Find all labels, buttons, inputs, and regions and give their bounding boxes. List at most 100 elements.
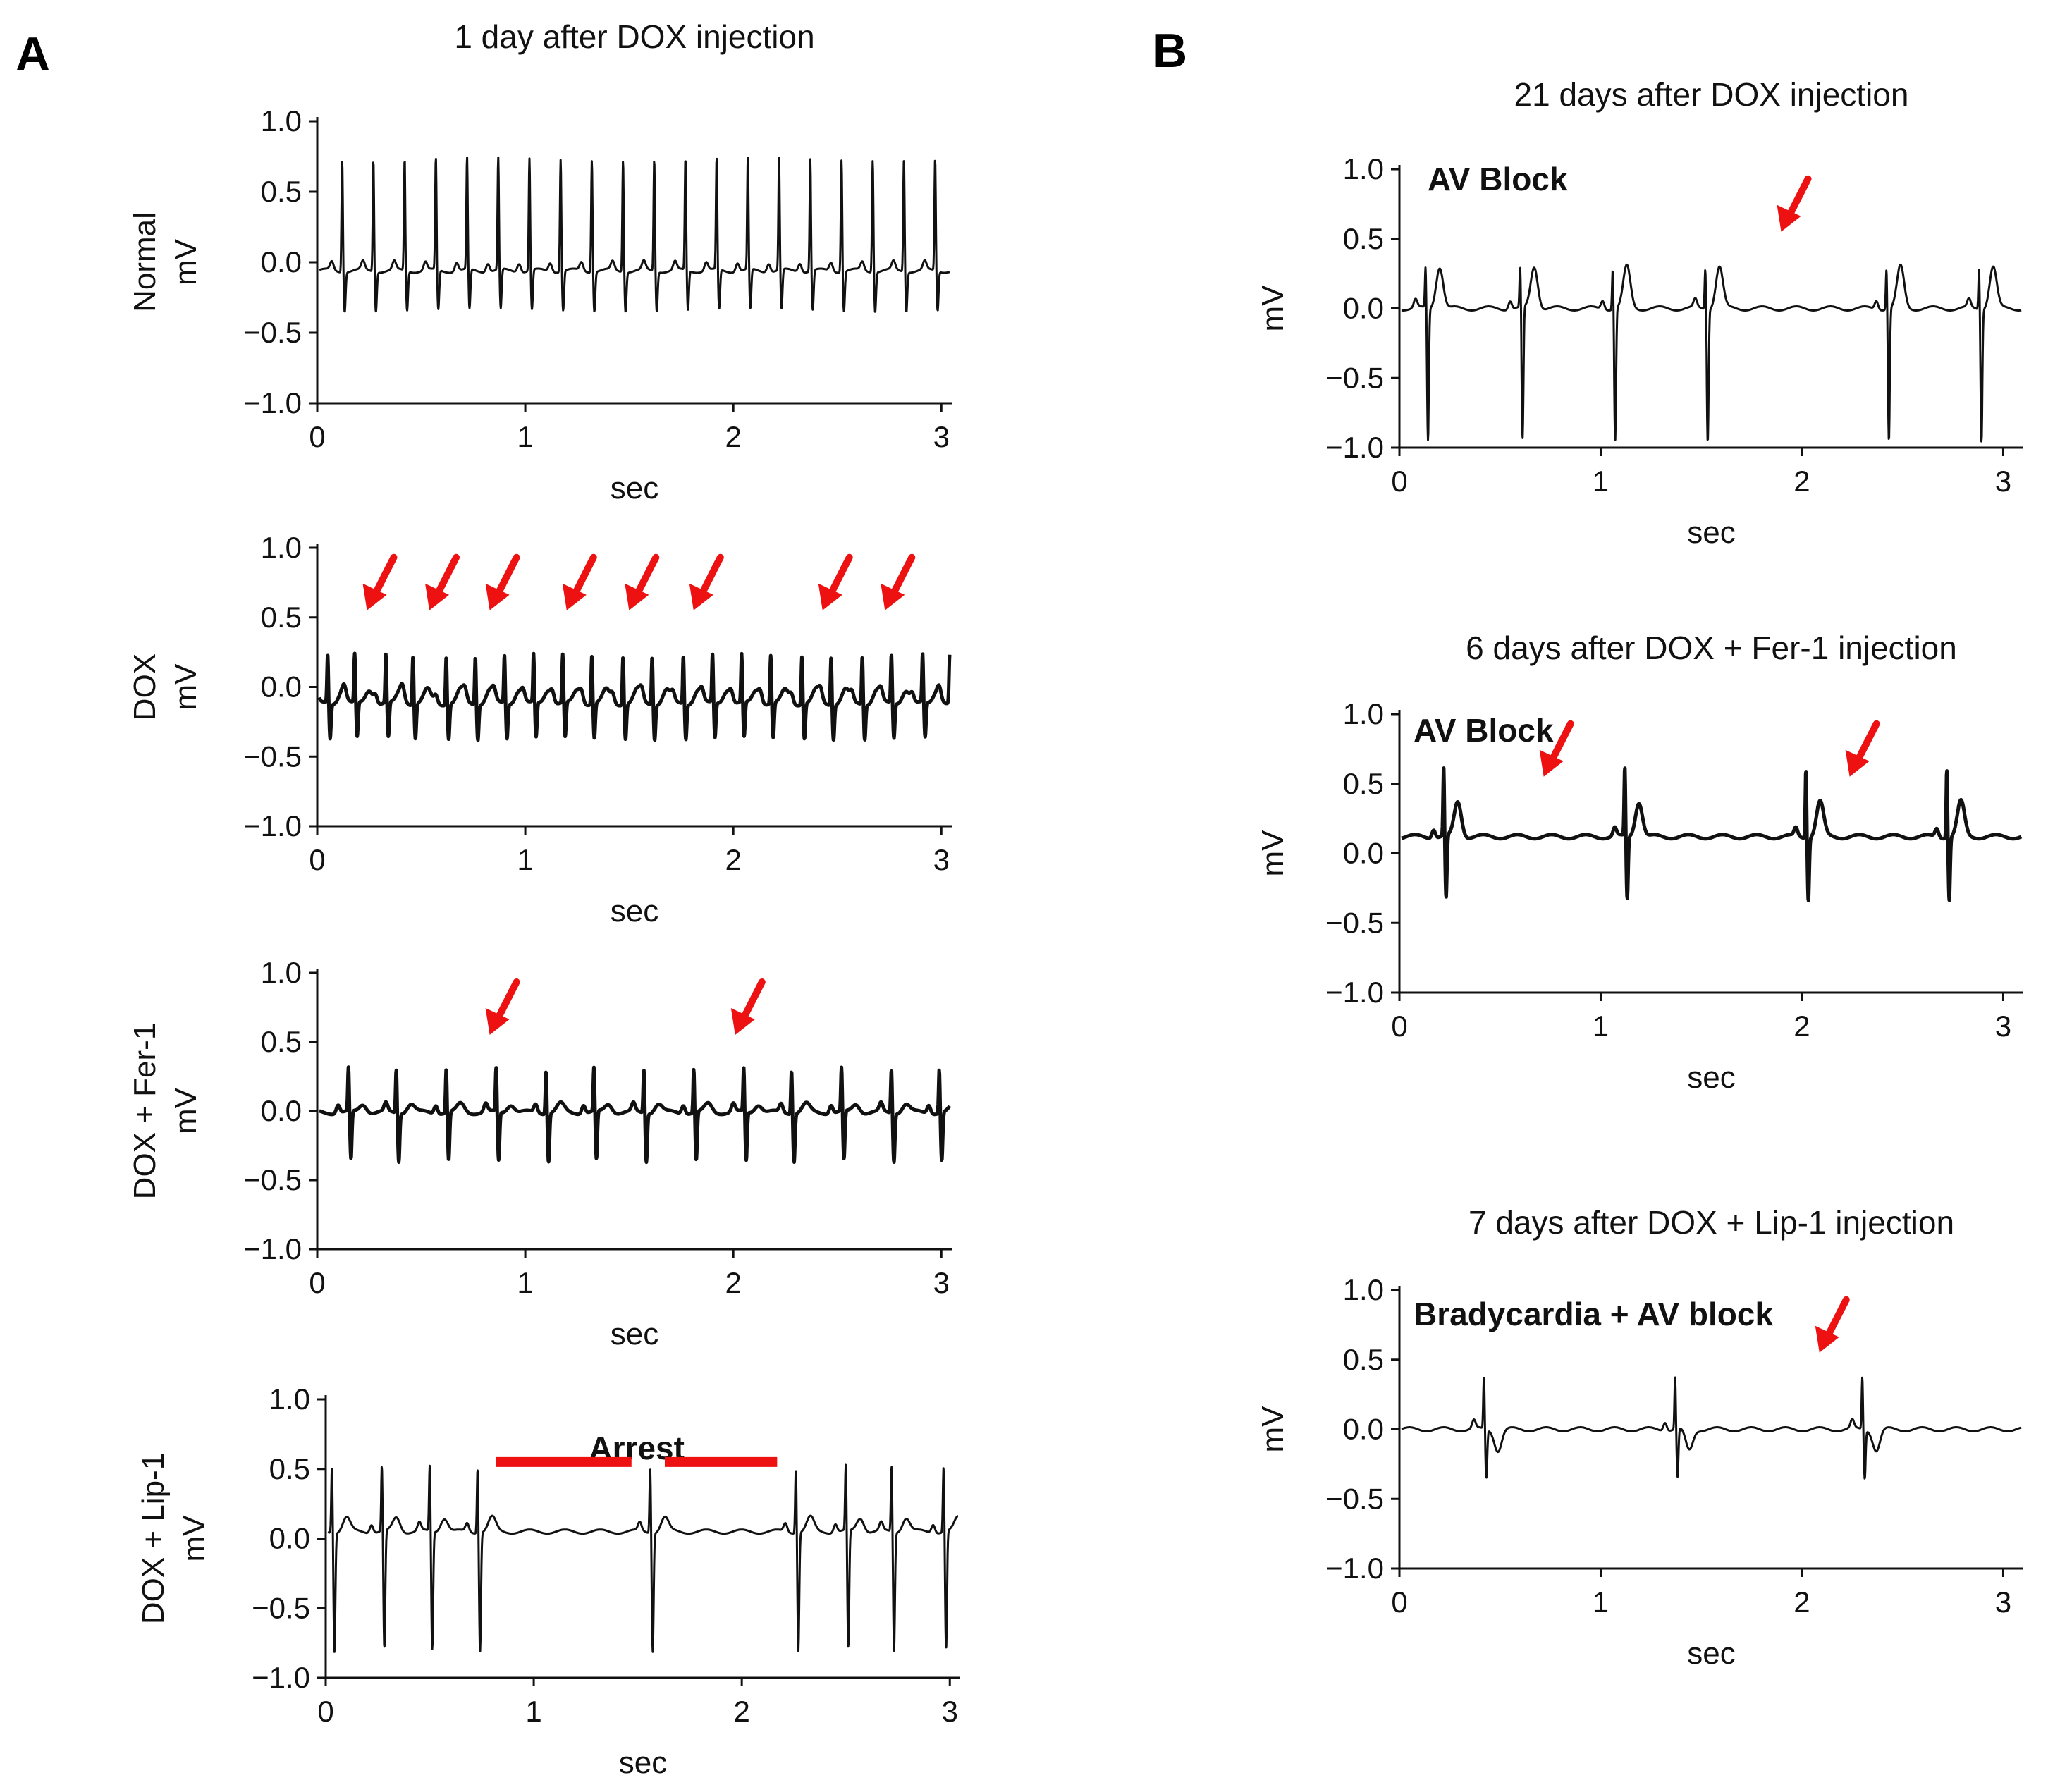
annotation-label: AV Block	[1414, 712, 1554, 749]
y-tick-label: −1.0	[252, 1661, 310, 1694]
x-tick-label: 3	[933, 1266, 950, 1299]
y-axis-label: mV	[1256, 285, 1290, 332]
y-tick-label: −0.5	[243, 1163, 302, 1196]
y-tick-label: −1.0	[243, 1232, 302, 1265]
x-tick-label: 3	[942, 1695, 958, 1728]
y-axis-label: mV	[177, 1515, 211, 1562]
y-tick-label: −1.0	[1325, 431, 1384, 464]
x-tick-label: 2	[725, 1266, 741, 1299]
red-arrow	[826, 553, 853, 600]
x-tick-label: 3	[933, 420, 950, 453]
y-tick-label: 0.0	[269, 1522, 310, 1555]
chart-title: 7 days after DOX + Lip-1 injection	[1468, 1204, 1954, 1241]
y-tick-label: 1.0	[1343, 152, 1384, 185]
y-axis-group-label: DOX	[128, 653, 162, 720]
red-arrow-head	[1815, 1325, 1839, 1353]
chart-b1: 21 days after DOX injection 1.0 0.5 0.0 −0.5…	[1256, 76, 2023, 550]
y-tick-label: 0.0	[1343, 292, 1384, 325]
x-tick-label: 0	[1391, 1009, 1407, 1043]
y-tick-label: 0.5	[1343, 222, 1384, 255]
red-arrow-head	[881, 583, 905, 610]
x-axis-label: sec	[1687, 515, 1735, 550]
x-tick-label: 1	[517, 1266, 533, 1299]
y-tick-label: 0.5	[1343, 767, 1384, 800]
y-tick-label: 0.5	[261, 175, 302, 208]
y-tick-label: 0.0	[1343, 1413, 1384, 1446]
y-axis-label: mV	[1256, 1406, 1290, 1453]
x-tick-label: 1	[1593, 1585, 1609, 1619]
y-tick-label: 1.0	[261, 104, 302, 137]
red-arrow-head	[1777, 204, 1801, 232]
x-tick-label: 1	[517, 843, 533, 876]
chart-a1: 1 day after DOX injection 1.0 0.5 0.0 −0.5 −1…	[128, 18, 952, 505]
y-tick-label: 1.0	[1343, 697, 1384, 730]
y-axis-label: mV	[168, 663, 203, 711]
red-arrow	[493, 553, 520, 600]
chart-title: 1 day after DOX injection	[454, 18, 814, 55]
x-axis-label: sec	[1687, 1060, 1735, 1095]
annotation-label: AV Block	[1428, 161, 1568, 197]
x-tick-label: 0	[309, 843, 325, 876]
annotation-label: Bradycardia + AV block	[1414, 1296, 1773, 1332]
x-tick-label: 0	[1391, 1585, 1407, 1619]
y-tick-label: 1.0	[1343, 1273, 1384, 1306]
red-arrow-head	[485, 583, 510, 610]
chart-title: 21 days after DOX injection	[1514, 76, 1909, 113]
red-arrow	[1784, 175, 1812, 221]
red-arrow	[570, 553, 597, 600]
x-axis-label: sec	[619, 1745, 667, 1780]
x-axis-label: sec	[1687, 1636, 1735, 1671]
ecg-trace	[318, 156, 951, 313]
red-arrow	[493, 978, 520, 1024]
y-axis-label: mV	[1256, 830, 1290, 877]
red-arrow-head	[730, 1008, 755, 1035]
y-tick-label: 1.0	[261, 531, 302, 564]
red-arrow-head	[562, 583, 587, 610]
red-arrow	[697, 553, 724, 600]
y-tick-label: 0.0	[1343, 837, 1384, 870]
ecg-trace	[1399, 766, 2023, 903]
y-tick-label: −0.5	[252, 1591, 310, 1624]
chart-a3: 1.0 0.5 0.0 −0.5 −1.00 1 2 3 sec DOX + Fer-1 mV	[128, 956, 952, 1351]
red-arrow-head	[425, 583, 450, 610]
red-arrow-head	[1539, 749, 1564, 777]
y-axis-group-label: DOX + Fer-1	[128, 1023, 162, 1200]
y-tick-label: 1.0	[261, 956, 302, 989]
y-tick-label: −1.0	[1325, 1552, 1384, 1585]
y-tick-label: 0.0	[261, 1094, 302, 1127]
x-tick-label: 1	[525, 1695, 541, 1728]
chart-title: 6 days after DOX + Fer-1 injection	[1466, 630, 1957, 666]
y-axis-label: mV	[168, 238, 203, 286]
x-tick-label: 0	[317, 1695, 333, 1728]
red-arrow	[632, 553, 660, 600]
y-tick-label: 0.5	[269, 1452, 310, 1485]
y-tick-label: −0.5	[243, 739, 302, 773]
red-arrow-head	[689, 583, 713, 610]
x-axis-label: sec	[611, 471, 658, 505]
ecg-trace	[1400, 263, 2023, 443]
y-tick-label: 0.5	[1343, 1343, 1384, 1376]
x-tick-label: 1	[517, 420, 533, 453]
x-tick-label: 1	[1593, 465, 1609, 498]
red-arrow-head	[818, 583, 842, 610]
y-tick-label: 0.5	[261, 601, 302, 634]
y-axis-label: mV	[168, 1087, 203, 1134]
x-tick-label: 3	[1995, 465, 2011, 498]
panel-label-b: B	[1153, 24, 1187, 78]
y-tick-label: 1.0	[269, 1382, 310, 1416]
x-tick-label: 0	[1391, 465, 1407, 498]
red-arrow	[1547, 720, 1574, 766]
y-tick-label: −0.5	[1325, 906, 1384, 939]
x-tick-label: 2	[725, 420, 741, 453]
red-arrow	[370, 553, 398, 600]
y-axis-group-label: DOX + Lip-1	[136, 1453, 171, 1624]
red-arrow	[738, 978, 766, 1024]
chart-a2: 1.0 0.5 0.0 −0.5 −1.00 1 2 3 sec DOX mV	[128, 531, 952, 928]
red-arrow	[1853, 720, 1880, 766]
x-tick-label: 3	[933, 843, 950, 876]
y-tick-label: 0.5	[261, 1025, 302, 1058]
y-tick-label: −0.5	[1325, 1482, 1384, 1515]
red-arrow	[888, 553, 916, 600]
